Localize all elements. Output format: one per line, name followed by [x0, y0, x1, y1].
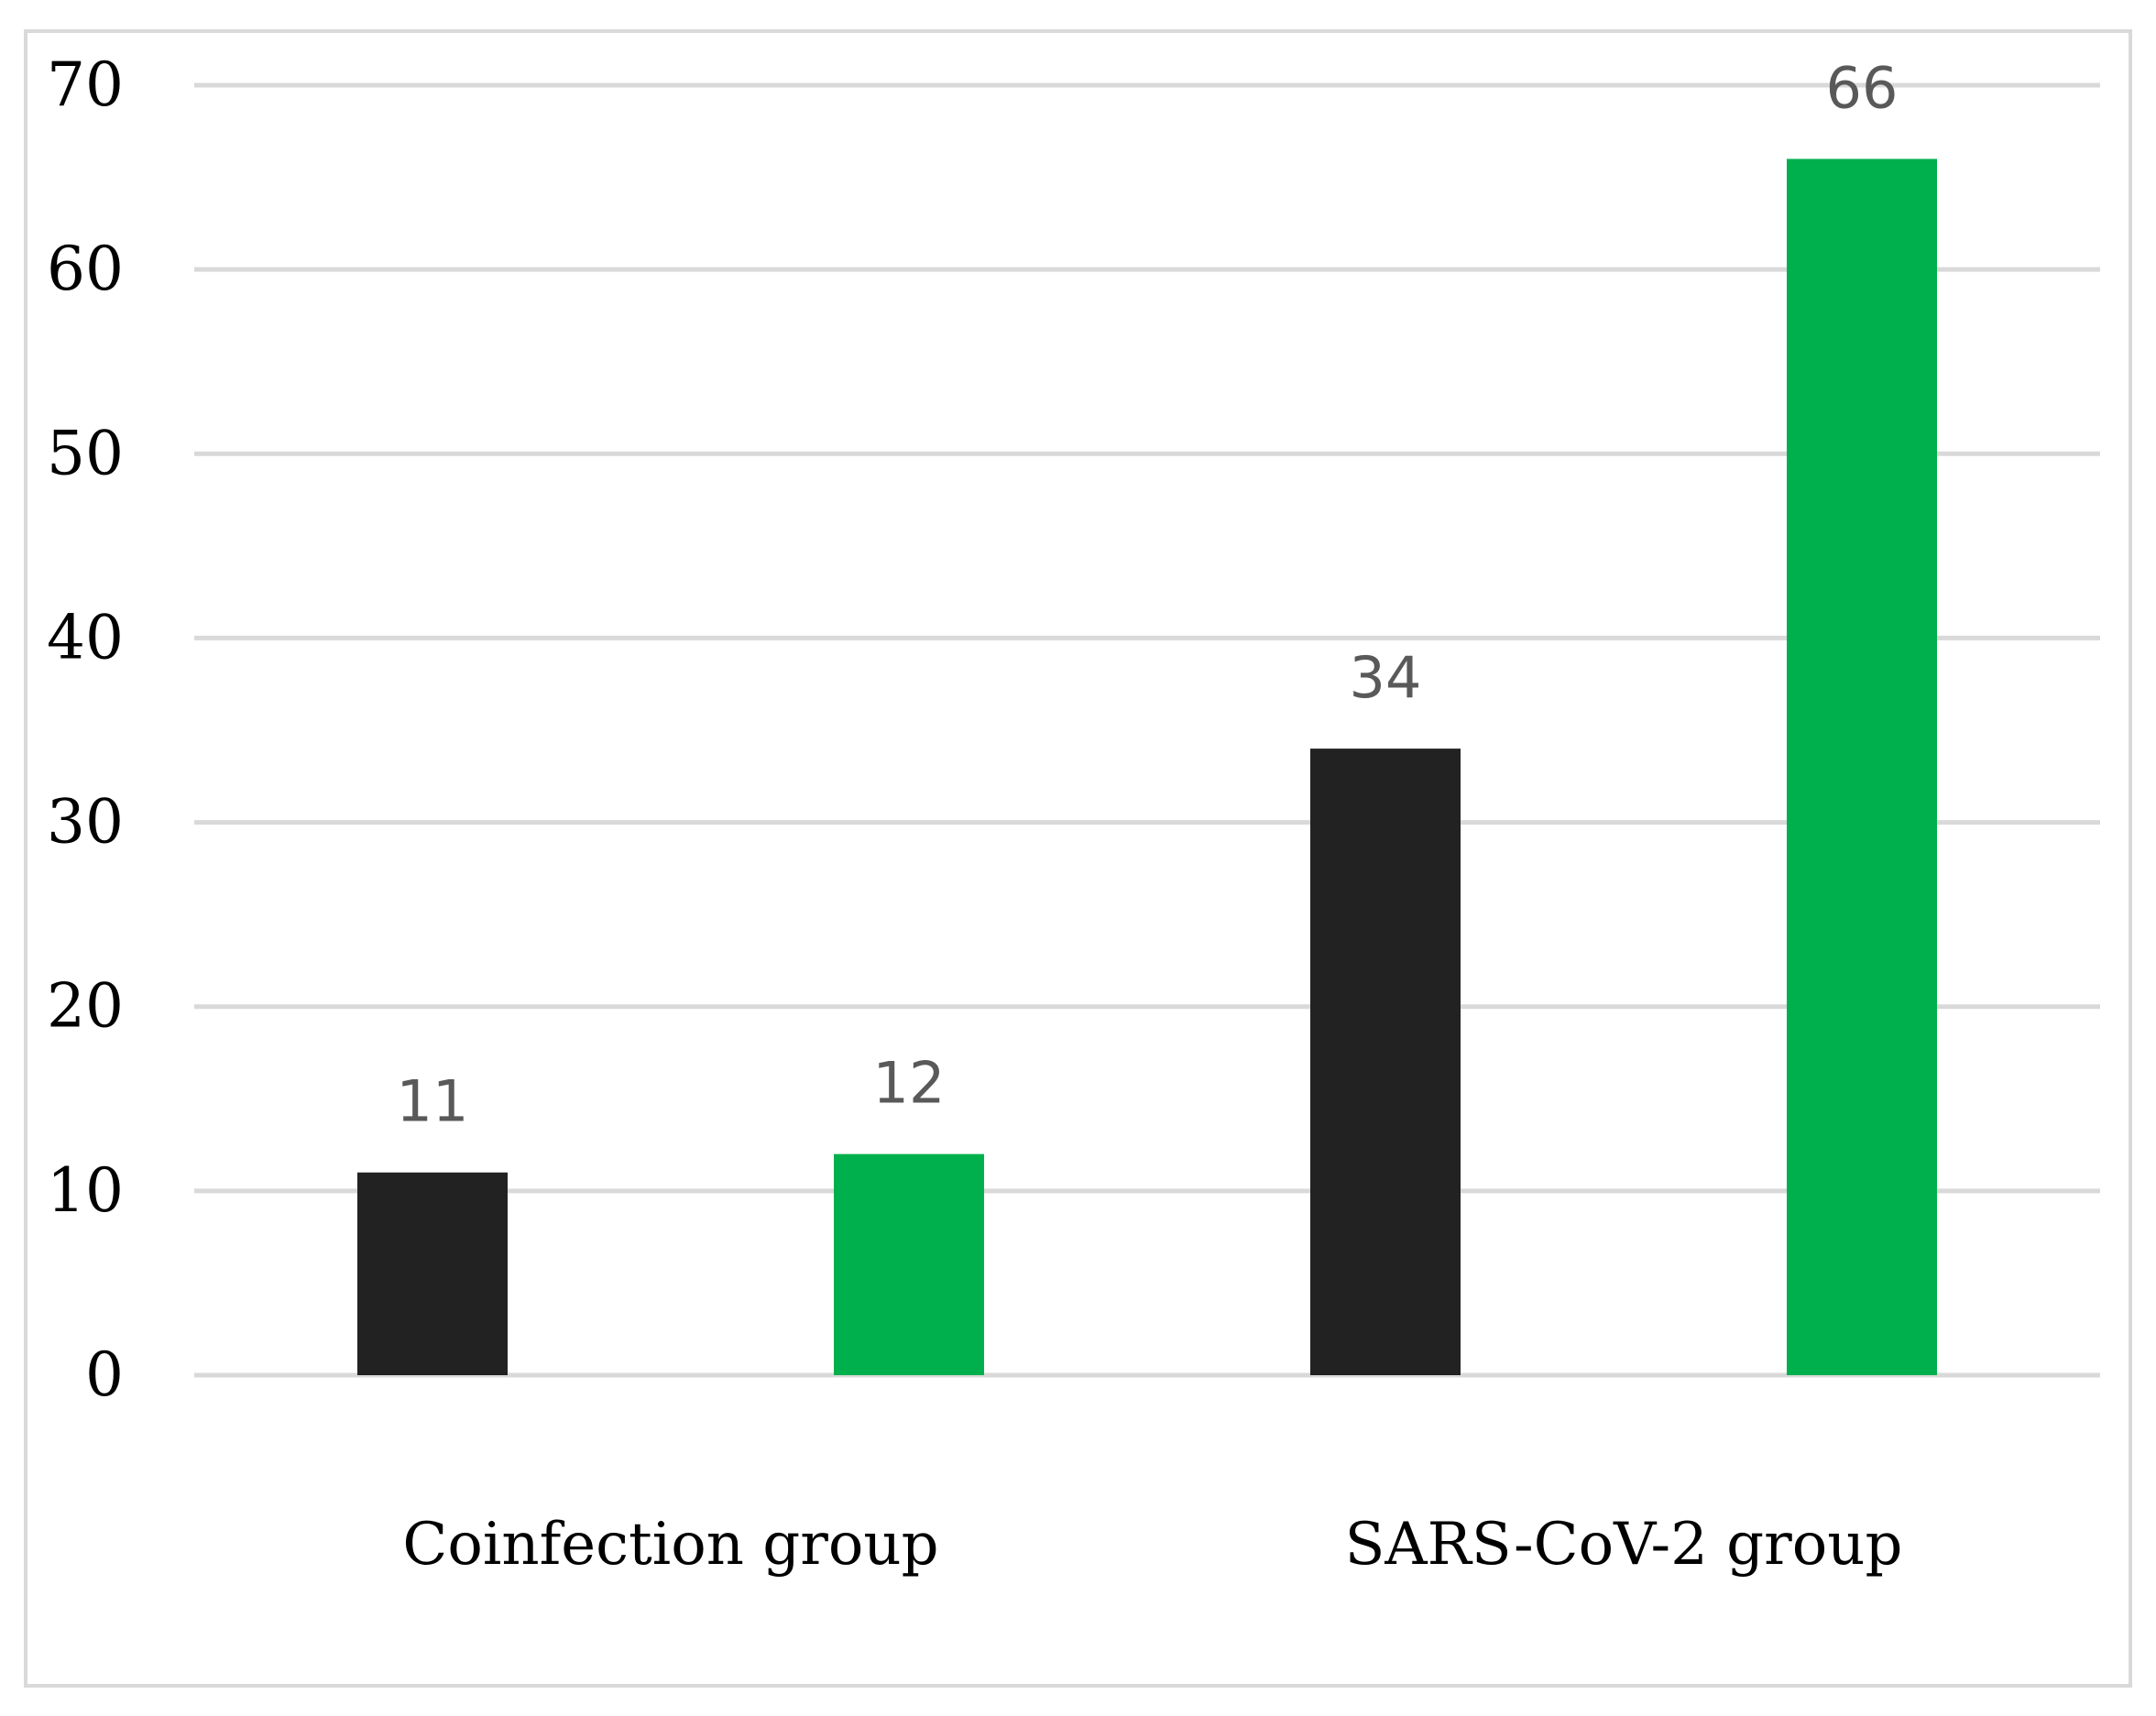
y-tick-label: 30	[47, 787, 124, 858]
y-tick-label: 60	[47, 234, 124, 304]
y-tick-label: 70	[47, 49, 124, 120]
bars	[357, 158, 1937, 1375]
x-category-label: SARS-CoV-2 group	[1345, 1511, 1903, 1579]
x-category-label: Coinfection group	[402, 1511, 938, 1579]
data-label: 66	[1826, 54, 1899, 121]
bar	[834, 1153, 984, 1375]
data-labels: 11 12 34 66	[397, 54, 1899, 1134]
y-axis-ticks: 0 10 20 30 40 50 60 70	[47, 49, 124, 1410]
y-tick-label: 40	[47, 602, 124, 672]
bar	[1310, 749, 1461, 1375]
bar	[357, 1172, 508, 1375]
chart-frame	[24, 29, 2132, 1688]
y-tick-label: 10	[47, 1155, 124, 1226]
data-label: 34	[1350, 644, 1422, 711]
y-tick-label: 50	[47, 418, 124, 488]
gridlines	[194, 82, 2100, 1378]
y-tick-label: 0	[85, 1339, 124, 1410]
data-label: 11	[397, 1068, 469, 1135]
x-axis-categories: Coinfection group SARS-CoV-2 group	[402, 1511, 1902, 1579]
bar	[1787, 158, 1937, 1375]
data-label: 12	[873, 1050, 946, 1117]
y-tick-label: 20	[47, 971, 124, 1042]
